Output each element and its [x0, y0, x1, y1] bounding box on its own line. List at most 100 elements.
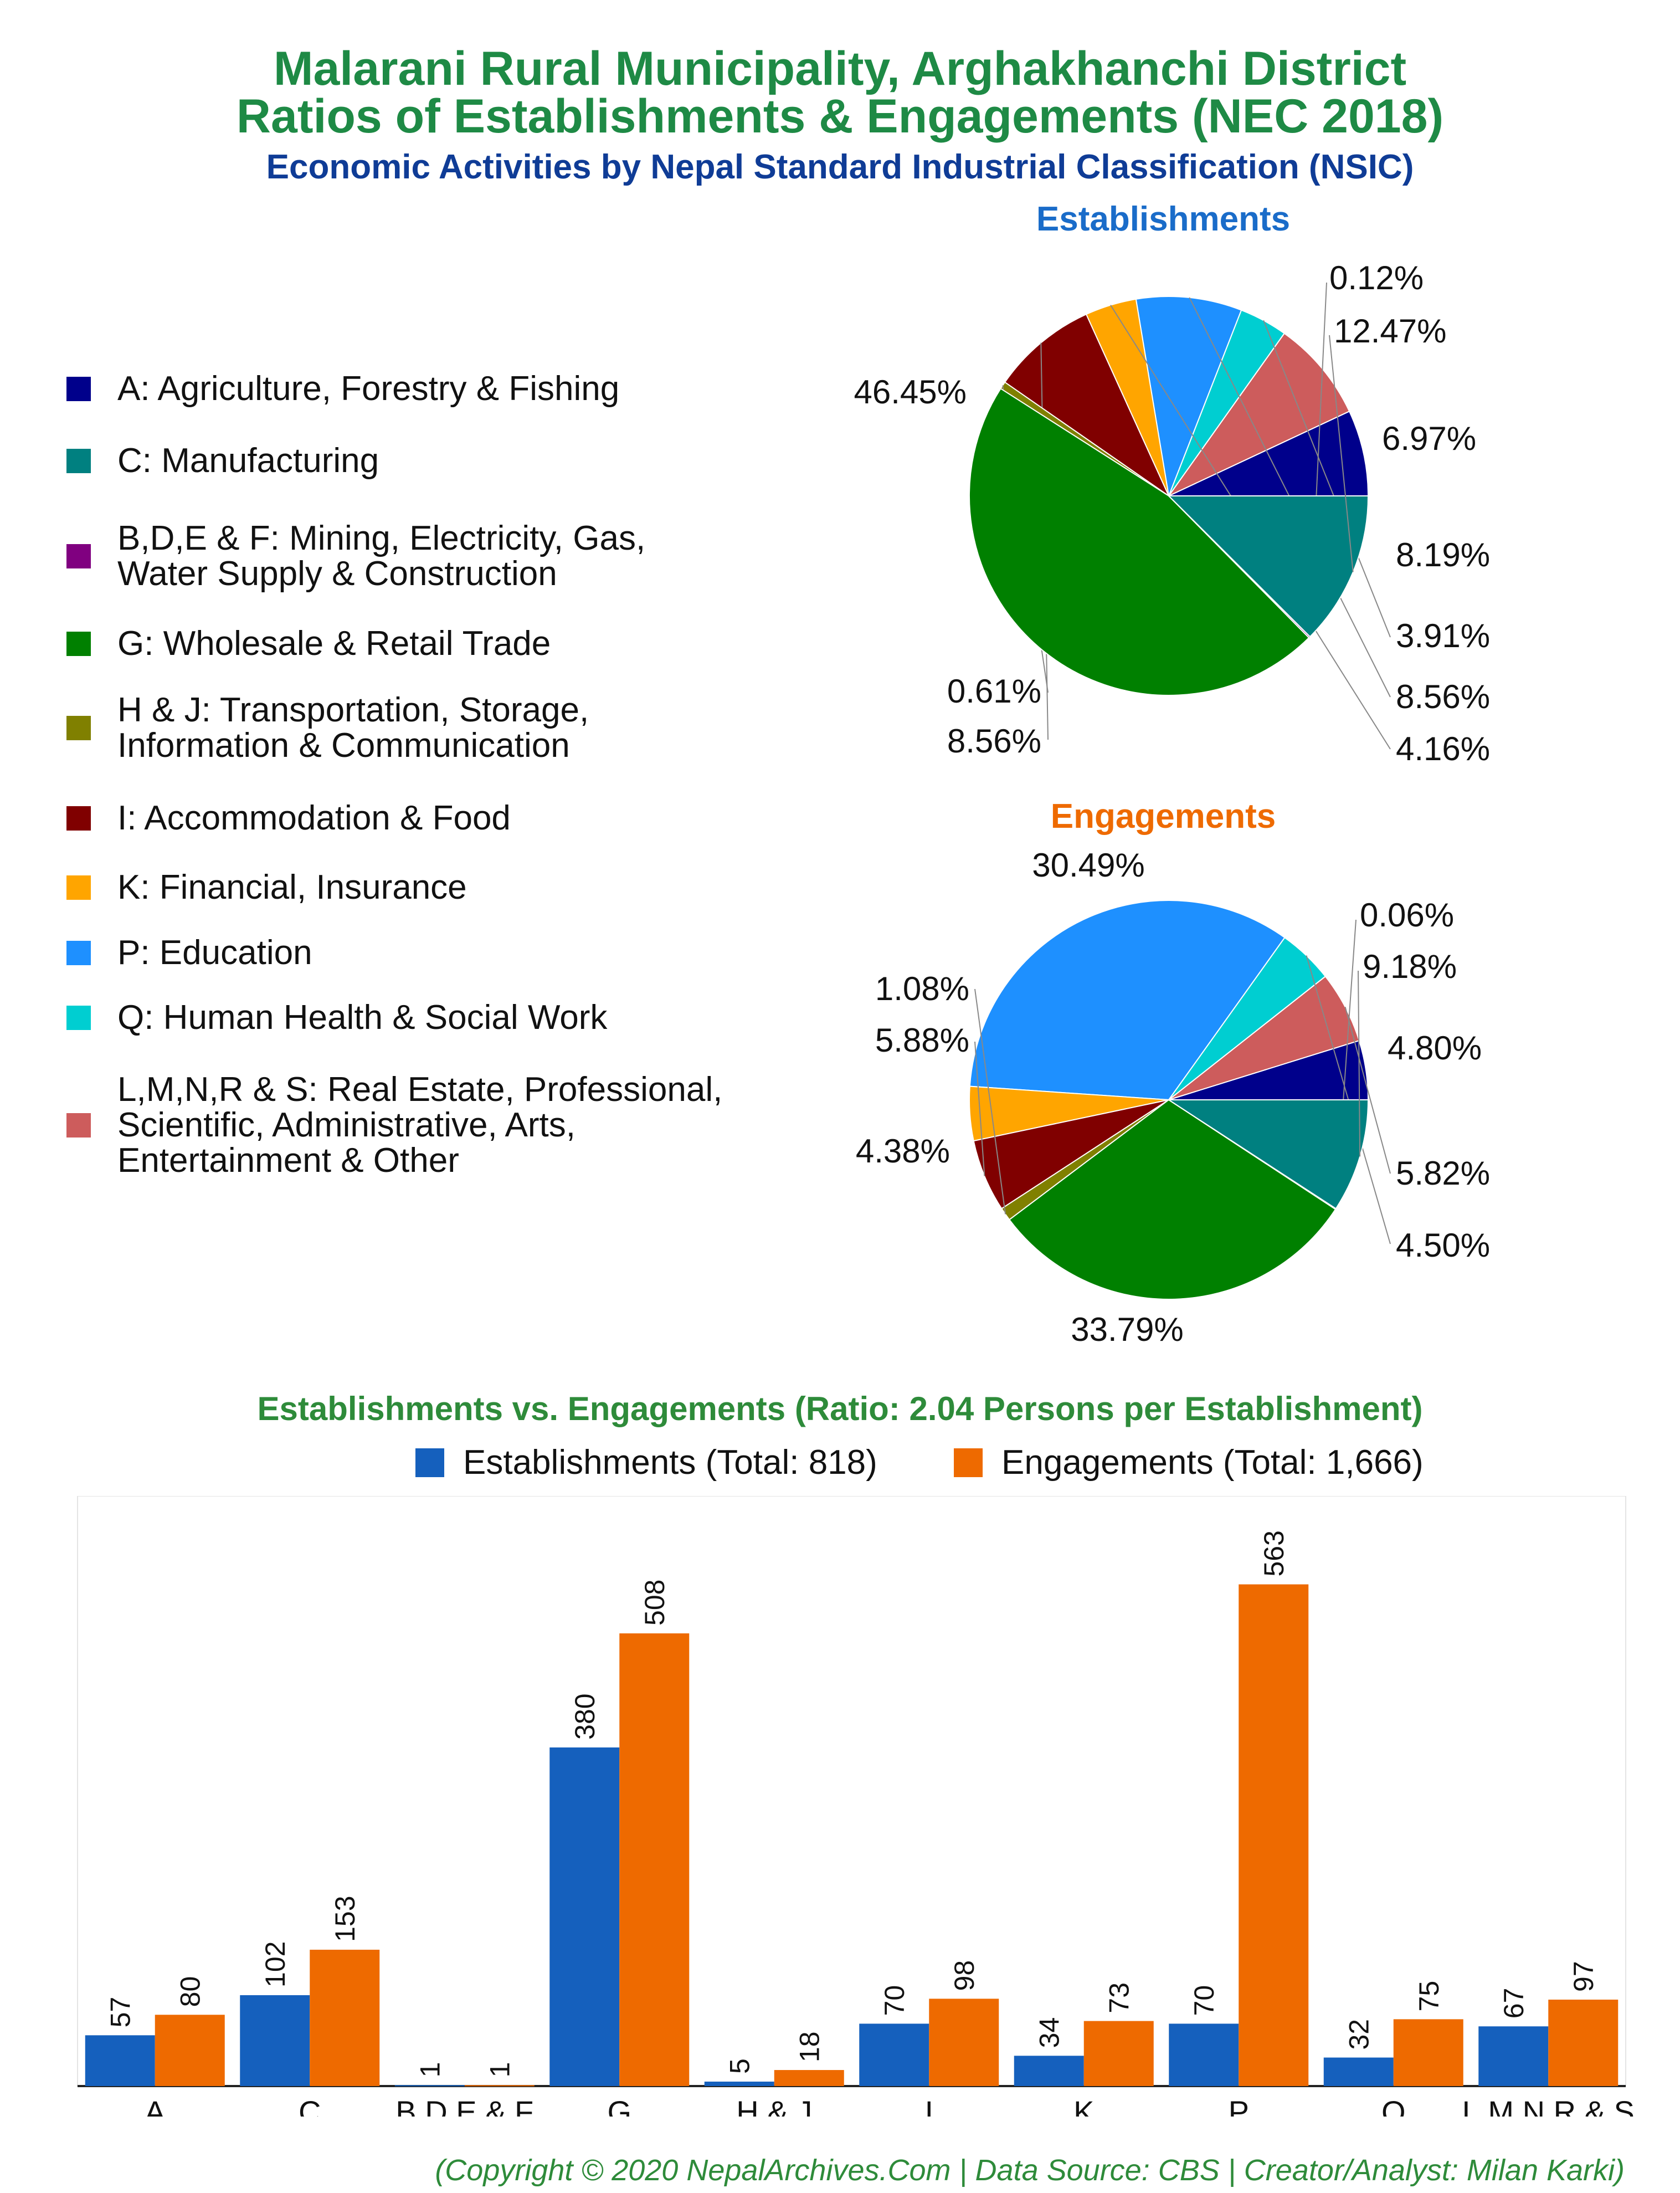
establishments-pie-label-k: 4.16% — [1396, 730, 1490, 767]
bar-establishments-4 — [704, 2081, 774, 2086]
establishments-pie-leader-q — [1263, 320, 1391, 638]
bar-value-establishments-1: 102 — [260, 1941, 291, 1987]
legend-item-p: P: Education — [66, 935, 814, 1013]
engagements-pie-slice-c — [1167, 1099, 1369, 1210]
bar-value-establishments-3: 380 — [569, 1693, 600, 1739]
bar-value-engagements-2: 1 — [485, 2062, 516, 2078]
establishments-pie-label-c: 12.47% — [1334, 312, 1447, 350]
bar-chart: 57 80 A 102 153 C 1 1 B,D,E & F 380 508 G 5 18 H & J 70… — [77, 1496, 1635, 2117]
legend-swatch-engagements — [954, 1448, 983, 1477]
bar-value-engagements-3: 508 — [639, 1580, 670, 1626]
legend-item-c: C: Manufacturing — [66, 443, 814, 521]
legend-label-g: G: Wholesale & Retail Trade — [117, 624, 551, 663]
engagements-pie-leader-c — [1358, 970, 1361, 1157]
bar-establishments-7 — [1169, 2023, 1239, 2086]
legend-label-c: C: Manufacturing — [117, 442, 379, 480]
bar-value-establishments-5: 70 — [879, 1985, 910, 2016]
bar-category-label-0: A — [145, 2094, 166, 2117]
bar-category-label-3: G — [607, 2094, 631, 2117]
engagements-pie-leader-i — [974, 1041, 985, 1176]
bar-category-label-2: B,D,E & F — [395, 2094, 533, 2117]
engagements-pie-label-q: 4.50% — [1396, 1227, 1490, 1264]
legend-swatch-i — [66, 806, 91, 831]
bar-value-establishments-8: 32 — [1344, 2019, 1375, 2050]
legend-label-engagements: Engagements (Total: 1,666) — [1001, 1443, 1424, 1482]
establishments-pie-label-q: 3.91% — [1396, 617, 1490, 654]
bar-establishments-0 — [85, 2035, 155, 2086]
bar-engagements-0 — [155, 2015, 225, 2086]
legend-label-q: Q: Human Health & Social Work — [117, 998, 608, 1037]
legend-label-hj: H & J: Transportation, Storage, Informat… — [117, 691, 589, 765]
legend-swatch-lmnrs — [66, 1113, 91, 1138]
bar-value-engagements-4: 18 — [794, 2031, 825, 2062]
bar-establishments-5 — [859, 2023, 929, 2086]
chart-subtitle: Economic Activities by Nepal Standard In… — [266, 148, 1414, 186]
bar-engagements-1 — [310, 1949, 380, 2086]
bar-value-establishments-9: 67 — [1498, 1988, 1529, 2019]
bar-chart-legend: Establishments (Total: 818) Engagements … — [0, 1441, 1680, 1485]
bar-engagements-9 — [1548, 1999, 1619, 2086]
legend-swatch-q — [66, 1006, 91, 1030]
legend-item-lmnrs: L,M,N,R & S: Real Estate, Professional, … — [66, 1072, 814, 1179]
legend-swatch-hj — [66, 716, 91, 740]
legend-item-bdef: B,D,E & F: Mining, Electricity, Gas, Wat… — [66, 521, 814, 598]
legend-swatch-p — [66, 941, 91, 965]
bar-category-label-6: K — [1073, 2094, 1094, 2117]
legend-item-hj: H & J: Transportation, Storage, Informat… — [66, 693, 814, 770]
bar-value-engagements-1: 153 — [330, 1895, 361, 1941]
bar-value-engagements-0: 80 — [175, 1976, 206, 2007]
establishments-pie-label-a: 6.97% — [1382, 420, 1476, 457]
bar-category-label-5: I — [924, 2094, 933, 2117]
legend-item-i: I: Accommodation & Food — [66, 801, 814, 878]
copyright-notice: (Copyright © 2020 NepalArchives.Com | Da… — [435, 2154, 1625, 2187]
legend-swatch-bdef — [66, 544, 91, 568]
legend-swatch-a — [66, 377, 91, 401]
engagements-pie-label-p: 33.79% — [1071, 1311, 1184, 1348]
engagements-pie-slice-g — [1008, 1099, 1337, 1300]
legend-item-k: K: Financial, Insurance — [66, 870, 814, 947]
bar-value-establishments-2: 1 — [415, 2062, 446, 2078]
legend-label-a: A: Agriculture, Forestry & Fishing — [117, 370, 620, 408]
engagements-pie-label-i: 5.88% — [875, 1022, 969, 1059]
bar-engagements-8 — [1393, 2019, 1463, 2086]
establishments-pie-title: Establishments — [1036, 200, 1291, 238]
bar-engagements-5 — [929, 1999, 999, 2086]
bar-value-engagements-9: 97 — [1568, 1961, 1599, 1992]
engagements-pie-label-lmnrs: 5.82% — [1396, 1155, 1490, 1192]
bar-establishments-9 — [1478, 2026, 1549, 2086]
pie-charts: 6.97% 8.19% 3.91% 8.56% 4.16% 8.56% 0.61% 46.45… — [854, 259, 1491, 1348]
establishments-pie-slice-g — [969, 387, 1310, 696]
legend-label-i: I: Accommodation & Food — [117, 799, 511, 837]
engagements-pie-label-bdef: 0.06% — [1360, 896, 1454, 934]
establishments-pie-label-bdef: 0.12% — [1329, 259, 1424, 296]
bar-engagements-2 — [464, 2085, 535, 2087]
legend-swatch-establishments — [415, 1448, 444, 1477]
chart-title-line2: Ratios of Establishments & Engagements (… — [236, 90, 1444, 143]
bar-category-label-4: H & J — [736, 2094, 812, 2117]
bar-category-label-9: L,M,N,R & S — [1462, 2094, 1635, 2117]
bar-value-establishments-6: 34 — [1034, 2017, 1065, 2048]
legend-swatch-c — [66, 449, 91, 473]
bar-establishments-2 — [394, 2085, 465, 2087]
engagements-pie-label-c: 9.18% — [1363, 948, 1457, 985]
engagements-pie-label-g: 30.49% — [1032, 847, 1145, 884]
establishments-pie-label-hj: 0.61% — [947, 673, 1041, 710]
engagements-pie-slices: 4.80% 5.82% 4.50% 33.79% 4.38% 5.88% 1.08% 30.4… — [856, 847, 1490, 1348]
bar-establishments-8 — [1323, 2057, 1394, 2086]
legend-label-p: P: Education — [117, 934, 312, 972]
establishments-pie-label-g: 46.45% — [854, 373, 967, 411]
legend-swatch-g — [66, 632, 91, 656]
bar-category-label-7: P — [1229, 2094, 1249, 2117]
bar-value-engagements-7: 563 — [1258, 1530, 1289, 1576]
legend-item-a: A: Agriculture, Forestry & Fishing — [66, 371, 814, 449]
bar-category-label-8: Q — [1381, 2094, 1406, 2117]
engagements-pie-title: Engagements — [1050, 797, 1276, 836]
establishments-pie-label-i: 8.56% — [947, 723, 1041, 760]
legend-label-establishments: Establishments (Total: 818) — [463, 1443, 877, 1482]
bar-value-establishments-0: 57 — [105, 1997, 136, 2028]
engagements-pie-label-hj: 1.08% — [875, 970, 969, 1007]
legend-swatch-k — [66, 875, 91, 900]
bar-value-establishments-4: 5 — [725, 2058, 756, 2074]
establishments-pie-slices: 6.97% 8.19% 3.91% 8.56% 4.16% 8.56% 0.61% 46.45… — [854, 259, 1491, 767]
bar-value-establishments-7: 70 — [1189, 1985, 1220, 2016]
